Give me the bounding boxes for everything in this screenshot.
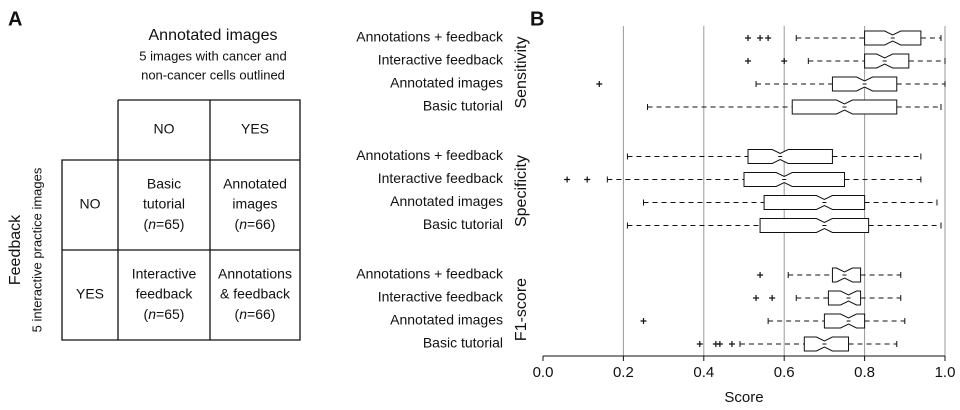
x-tick-label: 0.8 — [854, 364, 875, 381]
outlier — [745, 58, 752, 64]
cell-text: Annotated — [223, 176, 287, 192]
category-label: Basic tutorial — [423, 335, 503, 351]
outlier — [757, 272, 764, 278]
category-label: Annotated images — [390, 193, 503, 209]
outlier — [753, 295, 760, 301]
cell-text: & feedback — [220, 286, 291, 302]
cell-sample-size: (n=65) — [144, 306, 185, 322]
cell-sample-size: (n=66) — [235, 306, 276, 322]
x-tick-label: 1.0 — [935, 364, 956, 381]
category-label: Annotated images — [390, 75, 503, 91]
category-label: Basic tutorial — [423, 216, 503, 232]
outlier — [745, 35, 752, 41]
column-header: NO — [154, 121, 175, 137]
category-label: Annotations + feedback — [356, 147, 504, 163]
group-label: Sensitivity — [513, 36, 530, 108]
panel-label: B — [530, 8, 544, 30]
row-title: Feedback — [7, 214, 24, 285]
outlier — [596, 81, 603, 87]
outlier — [757, 35, 764, 41]
category-label: Interactive feedback — [378, 170, 504, 186]
sample-part: =66) — [247, 306, 275, 322]
category-label: Interactive feedback — [378, 289, 504, 305]
cell-sample-size: (n=66) — [235, 216, 276, 232]
sample-part: =66) — [247, 216, 275, 232]
x-tick-label: 0.4 — [693, 364, 714, 381]
x-tick-label: 0.0 — [533, 364, 554, 381]
table-grid — [61, 99, 301, 341]
outlier — [584, 176, 591, 183]
panel-label: A — [8, 8, 22, 30]
outlier — [765, 35, 772, 41]
outlier — [640, 318, 647, 324]
sample-part: ( — [144, 216, 149, 232]
column-header: YES — [241, 121, 269, 137]
outlier — [728, 341, 735, 347]
sample-part: ( — [235, 306, 240, 322]
x-axis-label: Score — [724, 389, 763, 406]
sample-part: n — [148, 216, 156, 232]
sample-part: n — [239, 306, 247, 322]
x-tick-label: 0.2 — [613, 364, 634, 381]
column-title: Annotated images — [149, 27, 278, 44]
cell-text: Annotations — [218, 266, 292, 282]
sample-part: =65) — [156, 216, 184, 232]
outlier — [769, 295, 776, 301]
box — [763, 195, 866, 210]
row-header: YES — [76, 286, 104, 302]
group-label: Specificity — [513, 155, 530, 227]
box — [743, 172, 845, 187]
cell-text: tutorial — [143, 196, 185, 212]
box — [827, 290, 862, 306]
column-subtitle: 5 images with cancer and — [139, 48, 286, 63]
box — [803, 336, 850, 352]
category-label: Interactive feedback — [378, 52, 504, 68]
box — [864, 53, 910, 69]
cell-sample-size: (n=65) — [144, 216, 185, 232]
sample-part: n — [239, 216, 247, 232]
category-label: Basic tutorial — [423, 98, 503, 114]
outlier — [564, 176, 571, 183]
box — [823, 313, 866, 329]
cell-text: feedback — [136, 286, 194, 302]
category-label: Annotated images — [390, 312, 503, 328]
sample-part: n — [148, 306, 156, 322]
sample-part: ( — [144, 306, 149, 322]
cell-text: Interactive — [132, 266, 197, 282]
sample-part: ( — [235, 216, 240, 232]
row-header: NO — [80, 196, 101, 212]
box — [759, 218, 870, 233]
cell-text: images — [232, 196, 277, 212]
outlier — [696, 341, 703, 347]
box — [747, 149, 833, 164]
column-subtitle: non-cancer cells outlined — [141, 67, 285, 82]
outlier — [716, 341, 723, 347]
category-label: Annotations + feedback — [356, 266, 504, 282]
category-label: Annotations + feedback — [356, 29, 504, 45]
sample-part: =65) — [156, 306, 184, 322]
row-subtitle: 5 interactive practice images — [29, 167, 44, 332]
outlier — [781, 58, 788, 64]
cell-text: Basic — [147, 176, 181, 192]
box — [831, 267, 862, 283]
x-tick-label: 0.6 — [774, 364, 795, 381]
group-label: F1-score — [513, 278, 530, 341]
